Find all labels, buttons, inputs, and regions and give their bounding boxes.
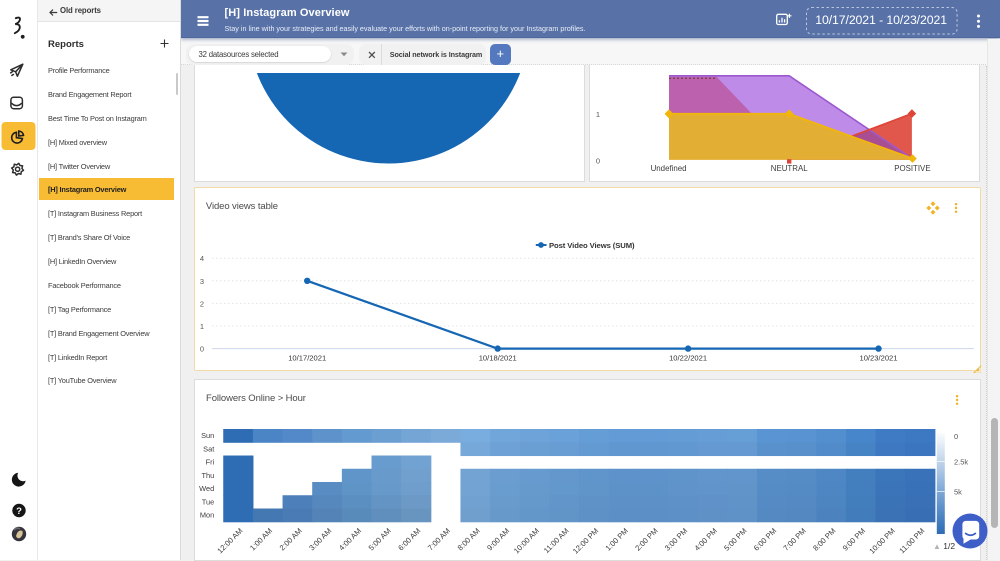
svg-text:0: 0 [954,432,958,441]
svg-text:2.5k: 2.5k [954,457,968,466]
svg-text:9:00 PM: 9:00 PM [840,526,866,552]
svg-text:3:00 PM: 3:00 PM [662,526,688,552]
svg-text:3:00 AM: 3:00 AM [307,526,333,552]
svg-text:11:00 PM: 11:00 PM [897,526,926,555]
svg-text:0: 0 [199,345,203,354]
svg-text:12:00 PM: 12:00 PM [570,526,599,555]
svg-text:Sun: Sun [201,431,214,440]
svg-text:10/17/2021: 10/17/2021 [288,354,326,363]
svg-text:7:00 AM: 7:00 AM [425,526,451,552]
svg-text:7:00 PM: 7:00 PM [781,526,807,552]
svg-text:NEUTRAL: NEUTRAL [771,164,808,173]
svg-text:5:00 PM: 5:00 PM [722,526,748,552]
svg-text:10/23/2021: 10/23/2021 [859,354,897,363]
svg-text:2: 2 [199,300,203,309]
svg-text:POSITIVE: POSITIVE [894,164,930,173]
svg-text:1:00 PM: 1:00 PM [603,526,629,552]
svg-text:9:00 AM: 9:00 AM [485,526,511,552]
svg-text:10/22/2021: 10/22/2021 [669,354,707,363]
svg-text:12:00 AM: 12:00 AM [215,526,244,555]
svg-text:6:00 PM: 6:00 PM [751,526,777,552]
svg-text:1: 1 [596,109,600,118]
svg-text:Wed: Wed [199,484,214,493]
svg-text:Mon: Mon [199,510,213,519]
svg-text:5:00 AM: 5:00 AM [366,526,392,552]
svg-text:10:00 PM: 10:00 PM [867,526,896,555]
svg-text:8:00 AM: 8:00 AM [455,526,481,552]
svg-text:5k: 5k [954,487,962,496]
svg-text:Sat: Sat [203,444,214,453]
svg-text:Tue: Tue [201,497,213,506]
svg-text:Fri: Fri [205,457,214,466]
svg-text:1:00 AM: 1:00 AM [248,526,274,552]
svg-text:2:00 PM: 2:00 PM [633,526,659,552]
svg-text:Post Video Views (SUM): Post Video Views (SUM) [549,241,635,250]
svg-text:Undefined: Undefined [651,164,687,173]
svg-text:4: 4 [199,255,203,264]
svg-text:0: 0 [596,156,600,165]
svg-text:?: ? [16,506,22,517]
svg-text:11:00 AM: 11:00 AM [541,526,570,555]
svg-text:10/18/2021: 10/18/2021 [478,354,516,363]
svg-text:1: 1 [199,322,203,331]
svg-text:4:00 AM: 4:00 AM [337,526,363,552]
svg-text:Thu: Thu [201,471,214,480]
svg-text:4:00 PM: 4:00 PM [692,526,718,552]
svg-text:10:00 AM: 10:00 AM [511,526,540,555]
svg-text:3: 3 [199,277,203,286]
svg-text:2:00 AM: 2:00 AM [277,526,303,552]
svg-text:8:00 PM: 8:00 PM [811,526,837,552]
svg-text:6:00 AM: 6:00 AM [396,526,422,552]
